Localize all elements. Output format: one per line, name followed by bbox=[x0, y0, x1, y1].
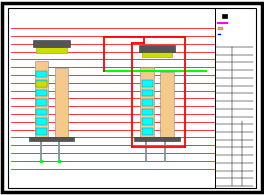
Bar bbox=[55, 68, 68, 136]
Bar bbox=[36, 80, 47, 87]
Bar bbox=[218, 27, 223, 30]
Bar bbox=[29, 136, 74, 141]
Bar bbox=[36, 128, 47, 135]
Bar bbox=[36, 81, 47, 87]
Bar bbox=[222, 14, 227, 18]
Bar bbox=[33, 40, 70, 47]
Bar bbox=[142, 51, 172, 57]
Bar bbox=[36, 109, 47, 115]
Bar bbox=[142, 119, 153, 125]
Bar bbox=[36, 71, 47, 77]
Bar bbox=[36, 90, 47, 96]
Bar bbox=[142, 109, 153, 115]
Bar bbox=[139, 45, 175, 51]
Bar bbox=[140, 67, 154, 136]
Bar bbox=[134, 136, 180, 141]
Bar bbox=[142, 99, 153, 106]
Bar bbox=[160, 72, 174, 136]
Bar bbox=[36, 119, 47, 125]
Bar bbox=[218, 34, 221, 35]
Bar bbox=[35, 61, 49, 136]
Bar bbox=[36, 46, 67, 53]
Bar bbox=[142, 80, 153, 87]
Bar bbox=[142, 90, 153, 96]
Bar bbox=[142, 128, 153, 135]
Bar bbox=[36, 99, 47, 106]
